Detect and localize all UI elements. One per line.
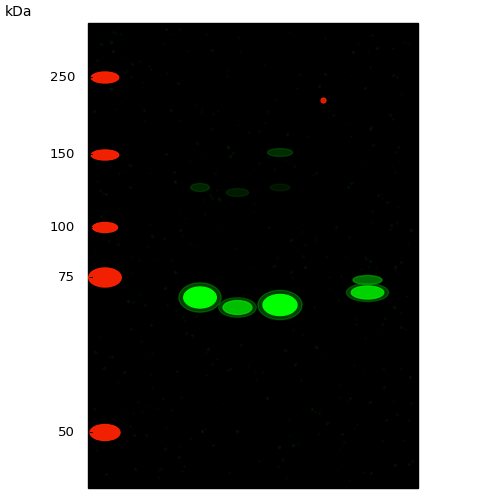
Ellipse shape <box>179 283 221 312</box>
Ellipse shape <box>89 268 121 287</box>
Text: kDa: kDa <box>5 6 32 20</box>
Polygon shape <box>88 22 417 487</box>
Ellipse shape <box>353 276 382 284</box>
Text: 75: 75 <box>58 271 75 284</box>
Text: -: - <box>85 148 94 162</box>
Ellipse shape <box>351 286 384 299</box>
Ellipse shape <box>91 72 119 83</box>
Ellipse shape <box>90 424 120 440</box>
Text: -: - <box>85 426 94 439</box>
Ellipse shape <box>184 287 216 308</box>
Text: 6: 6 <box>317 4 328 22</box>
Ellipse shape <box>226 188 249 196</box>
Ellipse shape <box>218 298 256 318</box>
Text: 150: 150 <box>50 148 75 162</box>
Ellipse shape <box>223 300 252 314</box>
Text: 1: 1 <box>99 4 111 22</box>
Ellipse shape <box>258 290 302 320</box>
Text: 250: 250 <box>50 71 75 84</box>
Ellipse shape <box>92 222 118 232</box>
Ellipse shape <box>263 294 297 316</box>
Text: 4: 4 <box>232 4 243 22</box>
Text: 2: 2 <box>146 4 158 22</box>
Ellipse shape <box>270 184 290 190</box>
Text: -: - <box>85 271 94 284</box>
Text: -: - <box>85 71 94 84</box>
Ellipse shape <box>190 184 210 192</box>
Ellipse shape <box>268 148 292 156</box>
Text: 50: 50 <box>58 426 75 439</box>
Ellipse shape <box>91 150 119 160</box>
Text: 3: 3 <box>194 4 206 22</box>
Text: 100: 100 <box>50 221 75 234</box>
Text: 7: 7 <box>362 4 374 22</box>
Ellipse shape <box>346 284 389 302</box>
Text: -: - <box>85 221 94 234</box>
Text: 5: 5 <box>274 4 286 22</box>
